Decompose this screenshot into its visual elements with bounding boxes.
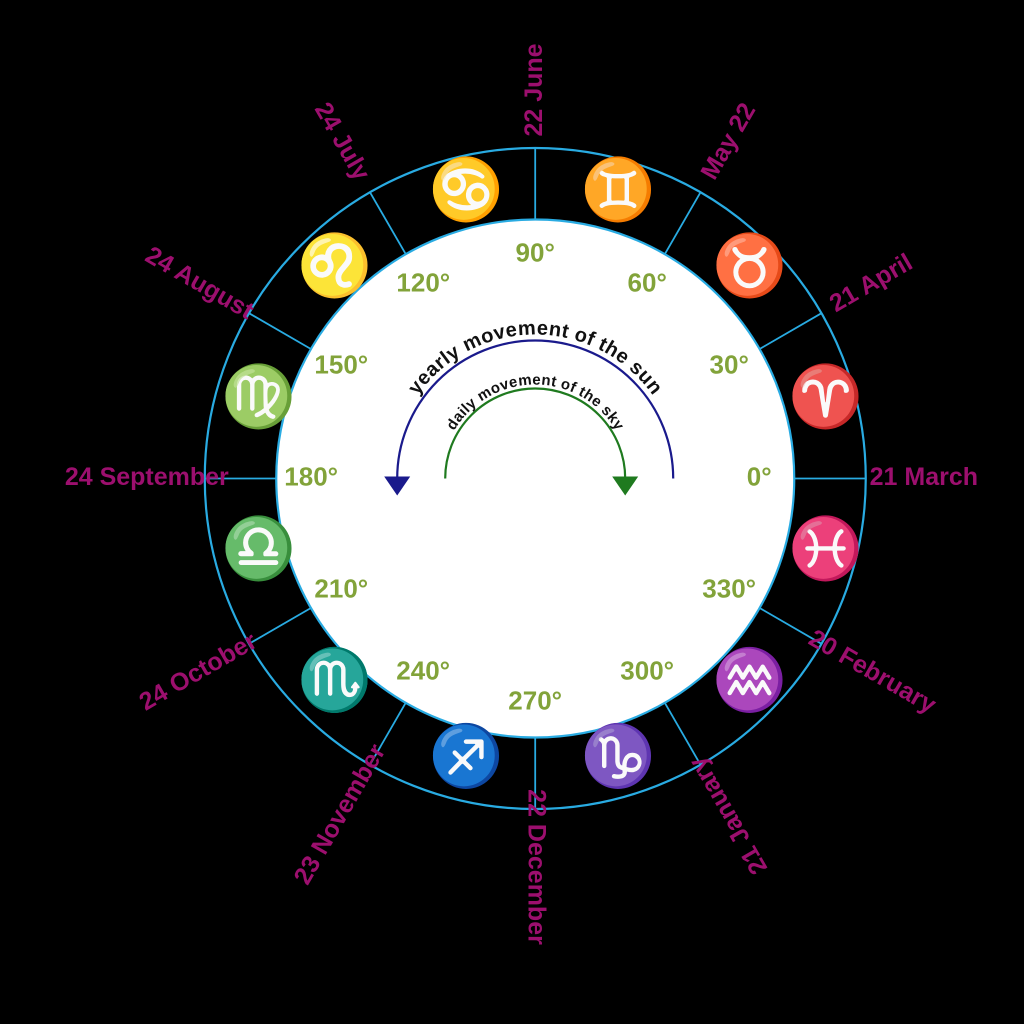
svg-text:300°: 300° <box>620 655 674 685</box>
svg-text:♏: ♏ <box>297 646 372 715</box>
svg-text:♋: ♋ <box>429 155 504 224</box>
svg-text:22 December: 22 December <box>523 789 551 945</box>
svg-text:♌: ♌ <box>297 231 372 300</box>
svg-text:♍: ♍ <box>221 362 296 431</box>
svg-text:♓: ♓ <box>788 514 863 583</box>
svg-text:30°: 30° <box>710 349 749 379</box>
svg-text:♊: ♊ <box>581 155 656 224</box>
svg-text:240°: 240° <box>396 655 450 685</box>
svg-text:150°: 150° <box>314 349 368 379</box>
svg-text:24 September: 24 September <box>65 463 229 491</box>
svg-text:♎: ♎ <box>221 514 296 583</box>
svg-text:120°: 120° <box>396 267 450 297</box>
svg-text:180°: 180° <box>284 461 338 491</box>
svg-text:270°: 270° <box>508 685 562 715</box>
svg-text:♉: ♉ <box>712 231 787 300</box>
svg-text:♑: ♑ <box>581 722 656 791</box>
svg-text:90°: 90° <box>516 237 555 267</box>
svg-text:♒: ♒ <box>712 646 787 715</box>
svg-text:60°: 60° <box>628 267 667 297</box>
svg-text:21 March: 21 March <box>870 463 978 491</box>
svg-text:210°: 210° <box>314 573 368 603</box>
svg-text:♐: ♐ <box>429 722 504 791</box>
svg-text:0°: 0° <box>747 461 772 491</box>
svg-text:♈: ♈ <box>788 362 863 431</box>
svg-text:22 June: 22 June <box>520 43 548 136</box>
svg-text:330°: 330° <box>702 573 756 603</box>
